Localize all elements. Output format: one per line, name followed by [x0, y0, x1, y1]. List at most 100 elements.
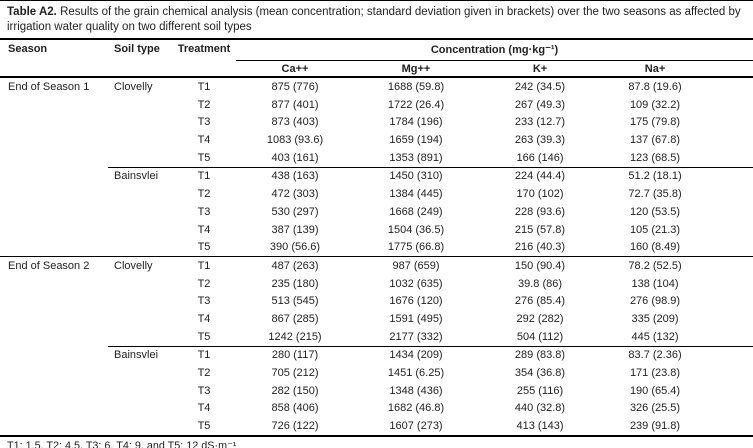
table-row: T4 867 (285) 1591 (495) 292 (282) 335 (209): [0, 310, 753, 328]
header-row-ions: Ca++ Mg++ K+ Na+: [0, 60, 753, 79]
season-cell: End of Season 2: [0, 256, 108, 436]
table-row: T4 387 (139) 1504 (36.5) 215 (57.8) 105 (21.…: [0, 221, 753, 239]
col-header-k: K+: [478, 60, 602, 79]
col-header-ca: Ca++: [236, 60, 354, 79]
soil-type-cell: Bainsvlei: [108, 345, 172, 436]
value-cell-ca: 705 (212): [271, 367, 319, 380]
grain-analysis-table: Season Soil type Treatment Concentration…: [0, 38, 753, 437]
value-cell-mg: 1434 (209): [354, 345, 478, 365]
value-cell-mg: 1607 (273): [389, 420, 443, 433]
table-row: T2 472 (303) 1384 (445) 170 (102) 72.7 (35.8…: [0, 185, 753, 203]
table-row: T5 390 (56.6) 1775 (66.8) 216 (40.3) 160 (8.…: [0, 238, 753, 256]
table-footnote: T1: 1.5, T2: 4.5, T3: 6, T4: 9, and T5: …: [0, 437, 753, 448]
col-header-season: Season: [0, 39, 108, 79]
value-cell-k: 292 (282): [516, 312, 564, 325]
value-cell-ca: 280 (117): [236, 345, 354, 365]
value-cell-na: 72.7 (35.8): [628, 188, 682, 201]
table-caption-text: Results of the grain chemical analysis (…: [7, 6, 741, 33]
treatment-cell: T2: [197, 98, 211, 111]
col-header-concentration: Concentration (mg·kg⁻¹): [236, 39, 753, 62]
soil-type-cell: Bainsvlei: [108, 166, 172, 257]
value-cell-k: 166 (146): [516, 151, 564, 164]
treatment-cell: T3: [197, 116, 211, 129]
value-cell-k: 354 (36.8): [514, 367, 566, 380]
table-row: T3 282 (150) 1348 (436) 255 (116) 190 (65.4): [0, 382, 753, 400]
treatment-cell: T4: [197, 134, 211, 147]
treatment-cell: T3: [197, 384, 211, 397]
value-cell-ca: 873 (403): [271, 116, 319, 129]
table-row: T3 873 (403) 1784 (196) 233 (12.7) 175 (79.8…: [0, 114, 753, 132]
treatment-cell: T5: [197, 241, 211, 254]
value-cell-mg: 1784 (196): [389, 116, 443, 129]
value-cell-na: 51.2 (18.1): [602, 166, 753, 186]
value-cell-k: 242 (34.5): [514, 81, 566, 94]
value-cell-mg: 1451 (6.25): [387, 367, 445, 380]
value-cell-ca: 877 (401): [271, 98, 319, 111]
treatment-cell: T3: [197, 295, 211, 308]
value-cell-mg: 1450 (310): [354, 166, 478, 186]
value-cell-na: 109 (32.2): [629, 98, 681, 111]
value-cell-ca: 875 (776): [271, 81, 319, 94]
value-cell-na: 276 (98.9): [629, 295, 681, 308]
value-cell-ca: 858 (406): [271, 402, 319, 415]
soil-type-cell: Clovelly: [108, 256, 172, 346]
value-cell-na: 326 (25.5): [629, 402, 681, 415]
value-cell-mg: 1688 (59.8): [387, 81, 445, 94]
table-row: T3 513 (545) 1676 (120) 276 (85.4) 276 (98.9…: [0, 292, 753, 310]
value-cell-na: 83.7 (2.36): [602, 345, 753, 365]
value-cell-k: 150 (90.4): [478, 256, 602, 275]
value-cell-k: 413 (143): [516, 420, 564, 433]
soil-type-cell: Clovelly: [114, 80, 153, 93]
value-cell-mg: 1682 (46.8): [387, 402, 445, 415]
table-caption: Table A2. Results of the grain chemical …: [0, 1, 753, 38]
table-row: T5 726 (122) 1607 (273) 413 (143) 239 (91.8): [0, 417, 753, 436]
col-header-treatment: Treatment: [172, 39, 236, 79]
value-cell-k: 504 (112): [516, 330, 564, 343]
treatment-cell: T5: [197, 151, 211, 164]
value-cell-k: 224 (44.4): [478, 166, 602, 186]
value-cell-k: 263 (39.3): [514, 134, 566, 147]
treatment-cell: T5: [197, 420, 211, 433]
table-row: T4 1083 (93.6) 1659 (194) 263 (39.3) 137 (67…: [0, 131, 753, 149]
value-cell-k: 289 (83.8): [478, 345, 602, 365]
value-cell-k: 233 (12.7): [514, 116, 566, 129]
value-cell-na: 78.2 (52.5): [602, 256, 753, 275]
treatment-cell: T1: [172, 345, 236, 365]
treatment-cell: T4: [197, 312, 211, 325]
value-cell-ca: 403 (161): [271, 151, 319, 164]
value-cell-ca: 1242 (215): [268, 330, 322, 343]
value-cell-ca: 530 (297): [271, 205, 319, 218]
table-row: T5 403 (161) 1353 (891) 166 (146) 123 (68.5): [0, 149, 753, 167]
table-number: Table A2.: [7, 6, 57, 18]
value-cell-mg: 1775 (66.8): [387, 241, 445, 254]
value-cell-na: 87.8 (19.6): [628, 81, 682, 94]
value-cell-mg: 1591 (495): [389, 312, 443, 325]
value-cell-ca: 438 (163): [236, 166, 354, 186]
table-row: Bainsvlei T1 280 (117) 1434 (209) 289 (83.8)…: [0, 345, 753, 436]
value-cell-na: 239 (91.8): [629, 420, 681, 433]
value-cell-k: 267 (49.3): [514, 98, 566, 111]
value-cell-ca: 1083 (93.6): [266, 134, 324, 147]
treatment-cell: T2: [197, 188, 211, 201]
treatment-cell: T3: [197, 205, 211, 218]
value-cell-k: 255 (116): [516, 384, 564, 397]
table-header: Season Soil type Treatment Concentration…: [0, 39, 753, 79]
treatment-cell: T5: [197, 330, 211, 343]
value-cell-na: 335 (209): [631, 312, 679, 325]
table-row: T2 235 (180) 1032 (635) 39.8 (86) 138 (104): [0, 275, 753, 293]
value-cell-ca: 390 (56.6): [269, 241, 321, 254]
value-cell-ca: 726 (122): [271, 420, 319, 433]
season-cell: End of Season 1: [8, 80, 90, 93]
value-cell-mg: 1676 (120): [389, 295, 443, 308]
value-cell-mg: 1384 (445): [389, 188, 443, 201]
header-row-group: Season Soil type Treatment Concentration…: [0, 39, 753, 79]
value-cell-ca: 387 (139): [271, 223, 319, 236]
value-cell-k: 440 (32.8): [514, 402, 566, 415]
treatment-cell: T2: [197, 367, 211, 380]
value-cell-k: 216 (40.3): [514, 241, 566, 254]
value-cell-na: 138 (104): [631, 277, 679, 290]
table-row: T2 877 (401) 1722 (26.4) 267 (49.3) 109 (32.…: [0, 96, 753, 114]
treatment-cell: T4: [197, 223, 211, 236]
treatment-cell: T1: [197, 81, 211, 94]
